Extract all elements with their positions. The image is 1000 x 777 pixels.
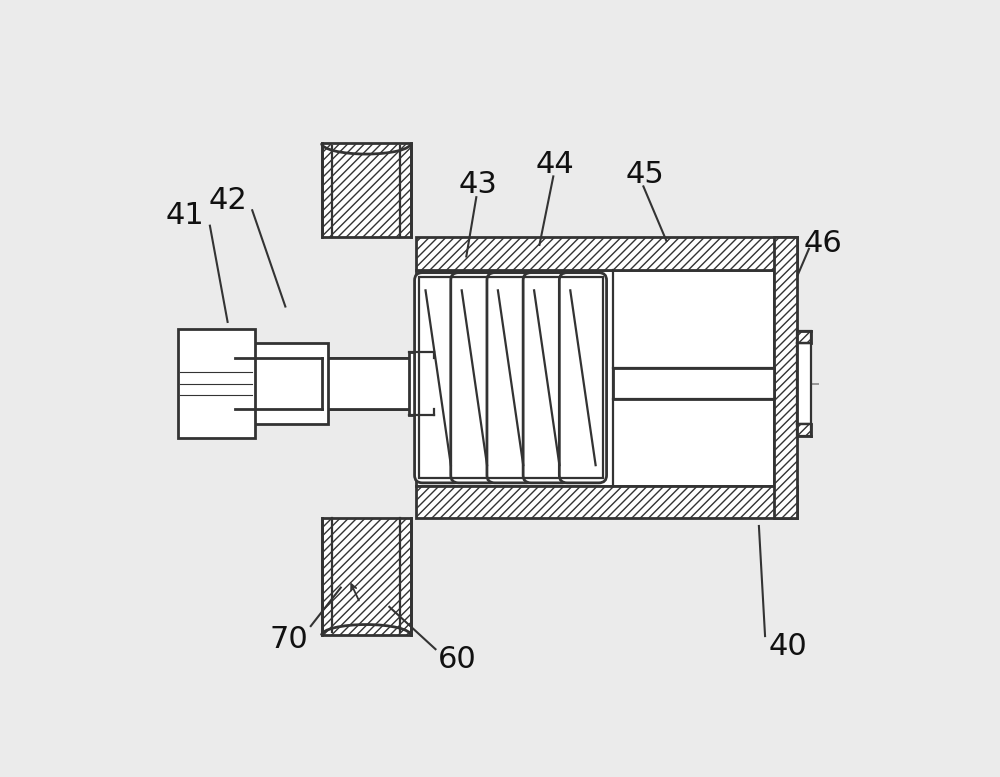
Text: 60: 60 [438, 645, 476, 674]
Bar [416, 486, 797, 518]
Bar [613, 368, 774, 399]
Text: 42: 42 [208, 186, 247, 214]
Bar [416, 270, 774, 486]
FancyBboxPatch shape [451, 273, 498, 483]
Bar [322, 358, 411, 409]
FancyBboxPatch shape [559, 273, 607, 483]
Bar [797, 343, 811, 423]
FancyBboxPatch shape [523, 273, 570, 483]
Bar [322, 143, 411, 237]
Text: 43: 43 [458, 170, 497, 200]
Bar [247, 343, 328, 424]
Bar [178, 329, 255, 438]
Bar [774, 237, 797, 518]
Text: 70: 70 [270, 625, 309, 653]
FancyBboxPatch shape [487, 273, 534, 483]
Bar [419, 277, 603, 478]
Text: 45: 45 [626, 159, 664, 189]
Bar [416, 237, 797, 270]
FancyBboxPatch shape [415, 273, 462, 483]
Bar [409, 352, 434, 415]
Bar [411, 358, 416, 409]
Bar [322, 518, 411, 636]
Text: 41: 41 [166, 201, 205, 230]
Text: 44: 44 [535, 150, 574, 179]
Polygon shape [797, 331, 811, 343]
Polygon shape [797, 423, 811, 436]
Text: 46: 46 [803, 229, 842, 258]
Bar [235, 358, 420, 409]
Text: 40: 40 [769, 632, 808, 661]
